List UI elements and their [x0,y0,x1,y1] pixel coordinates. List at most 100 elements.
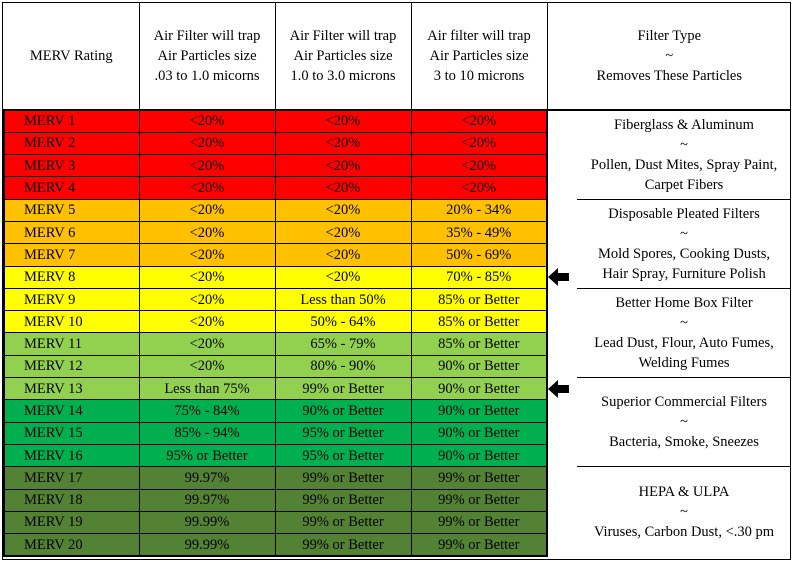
header-filter-type-line2: ~ [665,48,674,64]
small-particle-cell: 99.99% [138,510,276,535]
merv-cell: MERV 5 [3,198,140,222]
small-particle-cell: <20% [138,176,276,200]
large-particle-cell: 90% or Better [410,399,548,423]
arrow-cell [547,177,577,199]
large-particle-cell: 50% - 69% [410,243,548,267]
medium-particle-cell: <20% [274,176,412,200]
header-col-small-line1: Air Filter will trap [153,28,261,44]
small-particle-cell: <20% [138,198,276,222]
large-particle-cell: 90% or Better [410,421,548,445]
filter-type-removes-line: Pollen, Dust Mites, Spray Paint, [590,156,778,173]
filter-type-separator: ~ [680,136,688,153]
header-filter-type-line1: Filter Type [637,28,702,44]
medium-particle-cell: Less than 50% [274,287,412,312]
small-particle-cell: <20% [138,154,276,178]
large-particle-cell: 70% - 85% [410,265,548,289]
small-particle-cell: <20% [138,108,276,133]
merv-cell: MERV 20 [3,533,140,557]
arrow-cell [547,378,577,400]
medium-particle-cell: 50% - 64% [274,310,412,334]
merv-cell: MERV 3 [3,154,140,178]
large-particle-cell: 85% or Better [410,310,548,334]
arrow-cell [547,534,577,556]
arrow-cell [547,132,577,154]
table-row: MERV 16 95% or Better 95% or Better 90% or … [3,443,791,468]
merv-cell: MERV 12 [3,354,140,379]
header-filter-type-line3: Removes These Particles [596,68,743,84]
merv-cell: MERV 15 [3,421,140,445]
merv-cell: MERV 14 [3,399,140,423]
filter-type-name: Better Home Box Filter [615,294,753,311]
filter-type-name: HEPA & ULPA [638,483,730,500]
table-row: MERV 5 <20% <20% 20% - 34% Disposable Pleate… [3,198,792,289]
filter-type-separator: ~ [680,414,688,431]
table-row: MERV 2 <20% <20% <20% [3,131,791,156]
small-particle-cell: <20% [138,265,276,289]
table-row: MERV 14 75% - 84% 90% or Better 90% or Bett… [3,399,791,423]
arrow-cell [547,400,577,422]
merv-cell: MERV 4 [3,176,140,200]
merv-table: MERV Rating Air Filter will trap Air Par… [3,3,792,557]
arrow-cell [547,422,577,444]
filter-type-cell: Disposable Pleated Filters ~ Mold Spores, … [577,198,792,289]
arrow-cell [547,444,577,466]
header-row: MERV Rating Air Filter will trap Air Par… [4,3,791,110]
arrow-cell [547,511,577,533]
arrow-cell [547,311,577,333]
medium-particle-cell: 95% or Better [274,443,412,468]
merv-cell: MERV 1 [3,108,140,133]
small-particle-cell: <20% [138,332,276,356]
left-arrow-icon [548,379,570,399]
filter-type-cell: Better Home Box Filter ~ Lead Dust, Flour,… [577,287,792,378]
medium-particle-cell: 99% or Better [274,466,412,490]
merv-cell: MERV 13 [3,377,140,401]
table-row: MERV 18 99.97% 99% or Better 99% or Better [3,488,791,512]
medium-particle-cell: 90% or Better [274,399,412,423]
merv-cell: MERV 17 [3,466,140,490]
large-particle-cell: 35% - 49% [410,220,548,245]
table-row: MERV 6 <20% <20% 35% - 49% [3,220,791,245]
small-particle-cell: 99.99% [138,533,276,557]
arrow-cell [547,355,577,377]
arrow-cell [547,288,577,310]
filter-type-name: Disposable Pleated Filters [608,205,760,222]
merv-cell: MERV 10 [3,310,140,334]
merv-cell: MERV 7 [3,243,140,267]
header-col-large-line1: Air filter will trap [427,28,531,44]
small-particle-cell: 85% - 94% [138,421,276,445]
arrow-cell [547,155,577,177]
filter-type-removes-line: Welding Fumes [638,354,730,371]
header-col-small: Air Filter will trap Air Particles size … [139,3,276,110]
header-col-large-line3: 3 to 10 microns [433,68,525,84]
large-particle-cell: 99% or Better [410,466,548,490]
filter-type-cell: Superior Commercial Filters ~ Bacteria, Sm… [577,377,792,467]
merv-cell: MERV 16 [3,443,140,468]
arrow-cell [547,333,577,355]
filter-type-removes-line: Carpet Fibers [644,176,724,193]
table-row: MERV 11 <20% 65% - 79% 85% or Better [3,332,791,356]
filter-type-cell: Fiberglass & Aluminum ~ Pollen, Dust Mites… [577,108,792,200]
merv-cell: MERV 18 [3,488,140,512]
header-filter-type: Filter Type ~ Removes These Particles [547,3,791,110]
left-arrow-icon [548,267,570,287]
medium-particle-cell: 65% - 79% [274,332,412,356]
arrow-cell [547,244,577,266]
header-col-small-line3: .03 to 1.0 micorns [154,68,260,84]
large-particle-cell: <20% [410,131,548,156]
header-col-medium: Air Filter will trap Air Particles size … [275,3,412,110]
table-row: MERV 15 85% - 94% 95% or Better 90% or Bett… [3,421,791,445]
merv-cell: MERV 9 [3,287,140,312]
merv-cell: MERV 19 [3,510,140,535]
large-particle-cell: 99% or Better [410,510,548,535]
large-particle-cell: <20% [410,108,548,133]
small-particle-cell: 95% or Better [138,443,276,468]
header-col-large: Air filter will trap Air Particles size … [411,3,548,110]
filter-type-removes-line: Hair Spray, Furniture Polish [602,265,766,282]
table-row: MERV 1 <20% <20% <20% Fiberglass & Aluminum ~… [3,108,792,200]
large-particle-cell: 99% or Better [410,488,548,512]
merv-cell: MERV 8 [3,265,140,289]
filter-type-separator: ~ [680,225,688,242]
small-particle-cell: <20% [138,354,276,379]
table-row: MERV 10 <20% 50% - 64% 85% or Better [3,310,791,334]
